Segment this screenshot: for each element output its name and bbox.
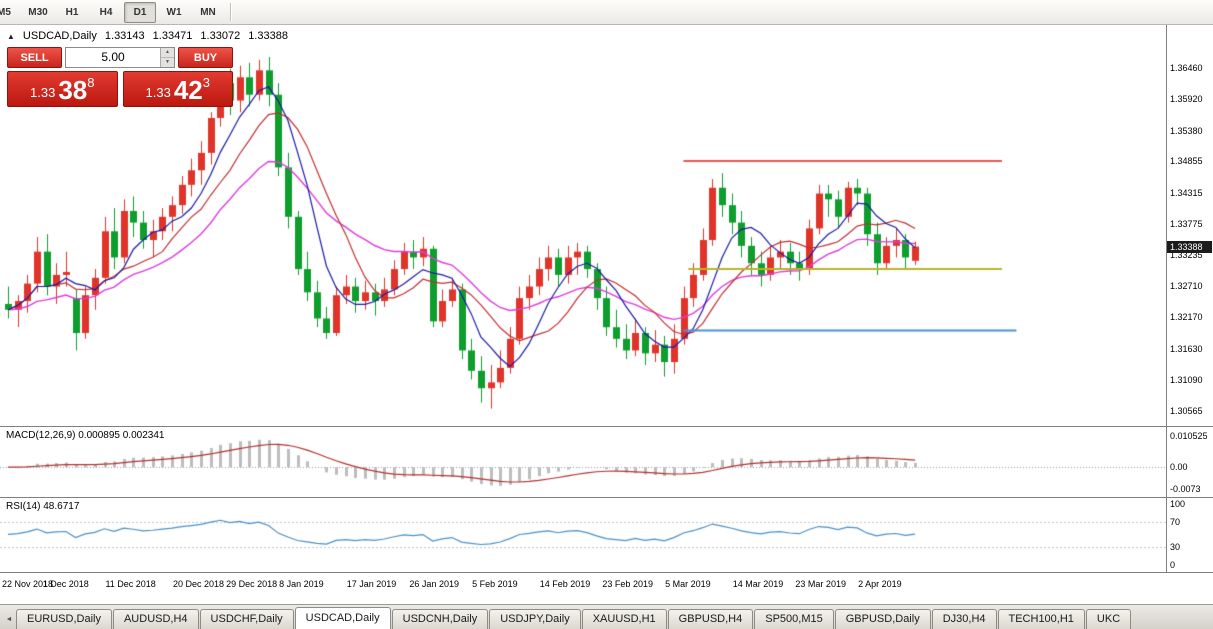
chart-tab-xauusd-h1[interactable]: XAUUSD,H1 [581,609,667,629]
price-scale-label: 1.32710 [1170,280,1203,291]
time-axis-label: 26 Jan 2019 [409,579,459,589]
chart-tab-eurusd-daily[interactable]: EURUSD,Daily [16,609,112,629]
chart-tab-gbpusd-daily[interactable]: GBPUSD,Daily [834,609,931,629]
chart-symbol-period: USDCAD,Daily [22,30,97,42]
rsi-scale[interactable]: 100 70 30 0 [1166,498,1213,572]
chart-window: ▲ USDCAD,Daily 1.33143 1.33471 1.33072 1… [0,25,1213,604]
buy-price-quote[interactable]: 1.33 42 3 [122,71,233,107]
price-scale-label: 1.34315 [1170,187,1203,198]
price-scale-label: 1.31090 [1170,375,1203,386]
timeframe-toolbar: M5 M30 H1 H4 D1 W1 MN [0,0,1213,25]
chart-title: ▲ USDCAD,Daily 1.33143 1.33471 1.33072 1… [7,30,288,42]
chart-tab-usdcad-daily[interactable]: USDCAD,Daily [294,607,391,629]
volume-field[interactable]: 5.00 ▲ ▼ [65,47,175,68]
macd-scale-label: -0.0073 [1170,483,1201,494]
chart-tab-dj30-h4[interactable]: DJ30,H4 [931,609,997,629]
volume-decrease-icon[interactable]: ▼ [161,58,174,67]
price-scale-label: 1.33775 [1170,219,1203,230]
chart-tab-bar: ◄ EURUSD,Daily AUDUSD,H4 USDCHF,Daily USDCA… [0,604,1213,629]
price-scale-label: 1.36460 [1170,63,1203,73]
ohlc-low: 1.33072 [200,30,241,42]
time-axis-label: 1 Dec 2018 [42,579,89,589]
price-scale-label: 1.33235 [1170,250,1203,261]
price-scale-label: 1.32170 [1170,312,1203,323]
price-scale-label: 1.31630 [1170,343,1203,354]
rsi-scale-label: 100 [1170,499,1186,510]
tab-scroll-left-icon[interactable]: ◄ [5,616,13,623]
volume-value[interactable]: 5.00 [101,50,125,64]
chart-tab-usdjpy-daily[interactable]: USDJPY,Daily [489,609,581,629]
time-axis-label: 5 Feb 2019 [472,579,518,589]
time-axis-label: 29 Dec 2018 [226,579,278,589]
rsi-label: RSI(14) 48.6717 [6,501,80,512]
time-axis-label: 8 Jan 2019 [279,579,324,589]
chart-tab-usdcnh-daily[interactable]: USDCNH,Daily [391,609,489,629]
one-click-trading-panel: SELL 5.00 ▲ ▼ BUY 1.33 38 8 1.33 [7,47,233,107]
one-click-collapse-icon[interactable]: ▲ [7,31,15,41]
time-axis-label: 20 Dec 2018 [173,579,225,589]
pane-separator[interactable] [0,497,1213,498]
rsi-scale-label: 70 [1170,517,1181,528]
time-axis-label: 11 Dec 2018 [105,579,156,589]
ohlc-close: 1.33388 [248,30,288,42]
macd-pane: MACD(12,26,9) 0.000895 0.002341 0.010525… [0,427,1213,497]
timeframe-button-m5[interactable]: M5 [0,6,11,18]
time-axis-label: 23 Mar 2019 [795,579,846,589]
time-axis-label: 23 Feb 2019 [602,579,653,589]
rsi-pane: RSI(14) 48.6717 100 70 30 0 [0,498,1213,572]
macd-scale-label: 0.00 [1170,462,1188,473]
macd-scale-label: 0.010525 [1170,431,1208,442]
rsi-canvas[interactable] [0,498,1166,572]
buy-button[interactable]: BUY [178,47,233,68]
buy-price-pips: 42 [173,75,203,105]
macd-scale[interactable]: 0.010525 0.00 -0.0073 [1166,427,1213,497]
price-pane: ▲ USDCAD,Daily 1.33143 1.33471 1.33072 1… [0,25,1213,426]
time-axis-label: 14 Feb 2019 [539,579,591,589]
toolbar-separator [230,3,232,21]
volume-spinner: ▲ ▼ [160,48,174,67]
timeframe-button-w1[interactable]: W1 [166,6,182,18]
chart-tab-usdchf-daily[interactable]: USDCHF,Daily [199,609,294,629]
macd-label: MACD(12,26,9) 0.000895 0.002341 [6,430,165,441]
sell-price-quote[interactable]: 1.33 38 8 [7,71,118,107]
rsi-scale-label: 30 [1170,541,1181,552]
timeframe-button-h1[interactable]: H1 [65,6,79,18]
time-axis-label: 2 Apr 2019 [858,579,902,589]
timeframe-button-d1[interactable]: D1 [124,1,156,23]
price-scale-label: 1.30565 [1170,405,1203,416]
ohlc-open: 1.33143 [104,30,145,42]
buy-price-prefix: 1.33 [145,85,171,100]
chart-tab-ukc[interactable]: UKC [1085,609,1132,629]
buy-price-point: 3 [202,75,210,90]
rsi-scale-label: 0 [1170,559,1176,570]
pane-separator[interactable] [0,572,1213,573]
chart-tab-sp500-m15[interactable]: SP500,M15 [754,609,834,629]
time-axis-label: 22 Nov 2018 [2,579,54,589]
price-scale[interactable]: 1.33388 1.36460 1.35920 1.35380 1.34855 1.34… [1166,25,1213,426]
volume-increase-icon[interactable]: ▲ [161,48,174,58]
current-price-badge: 1.33388 [1167,240,1212,253]
price-scale-label: 1.35920 [1170,94,1203,105]
ohlc-high: 1.33471 [152,30,193,42]
sell-price-pips: 38 [58,75,88,105]
pane-separator[interactable] [0,426,1213,427]
timeframe-button-m30[interactable]: M30 [28,6,48,18]
sell-price-prefix: 1.33 [30,85,56,100]
timeframe-button-h4[interactable]: H4 [99,6,113,18]
price-scale-label: 1.34855 [1170,156,1203,167]
time-axis-label: 17 Jan 2019 [346,579,397,589]
time-axis-label: 14 Mar 2019 [732,579,784,589]
time-axis-label: 5 Mar 2019 [665,579,711,589]
timeframe-button-mn[interactable]: MN [200,6,216,18]
chart-tab-gbpusd-h4[interactable]: GBPUSD,H4 [667,609,754,629]
sell-price-point: 8 [87,75,95,90]
price-scale-label: 1.35380 [1170,125,1203,136]
sell-button[interactable]: SELL [7,47,62,68]
chart-tab-audusd-h4[interactable]: AUDUSD,H4 [112,609,199,629]
chart-tab-tech100-h1[interactable]: TECH100,H1 [997,609,1085,629]
macd-canvas[interactable] [0,427,1166,497]
time-axis[interactable]: 22 Nov 2018 1 Dec 2018 11 Dec 2018 20 Dec 2… [0,573,1213,603]
